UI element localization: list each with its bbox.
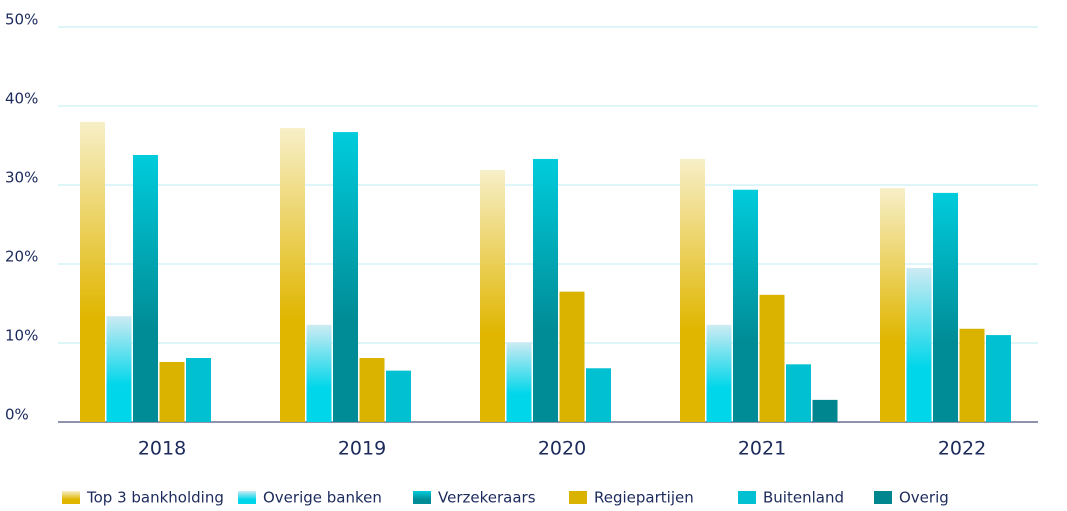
legend-swatch [413,491,431,504]
bar [786,364,811,422]
x-tick-label: 2018 [138,438,186,460]
x-tick-label: 2020 [538,438,586,460]
bar [480,169,505,422]
bar [586,368,611,422]
x-tick-label: 2019 [338,438,386,460]
legend-label: Regiepartijen [594,489,694,507]
legend-swatch [738,491,756,504]
y-tick-label: 50% [5,11,38,29]
legend-label: Overig [899,489,949,507]
legend-label: Top 3 bankholding [86,489,224,507]
bar [280,128,305,422]
legend-label: Buitenland [763,489,844,507]
legend-label: Verzekeraars [438,489,536,507]
bar [680,158,705,422]
y-tick-label: 0% [5,406,29,424]
bar [933,192,958,422]
bar [533,158,558,422]
bar [959,328,985,422]
x-tick-label: 2021 [738,438,786,460]
x-tick-label: 2022 [938,438,986,460]
bar [906,267,932,422]
legend-swatch [874,491,892,504]
y-tick-label: 40% [5,90,38,108]
bar [386,370,411,422]
bar [186,358,211,422]
bar [106,316,132,422]
bar [759,294,785,422]
bar [359,358,385,422]
bar [880,188,905,422]
y-tick-label: 20% [5,248,38,266]
bar [80,121,105,423]
legend-label: Overige banken [263,489,382,507]
bar [306,324,332,422]
legend-swatch [238,491,256,504]
bar [333,132,358,422]
bar [812,399,838,422]
legend-swatch [569,491,587,504]
bar [559,291,585,422]
y-tick-label: 10% [5,327,38,345]
bar [133,154,158,423]
bar [733,189,758,422]
bar [159,361,185,422]
bar [506,342,532,422]
bar [706,324,732,422]
legend-swatch [62,491,80,504]
y-tick-label: 30% [5,169,38,187]
bar [986,335,1011,422]
